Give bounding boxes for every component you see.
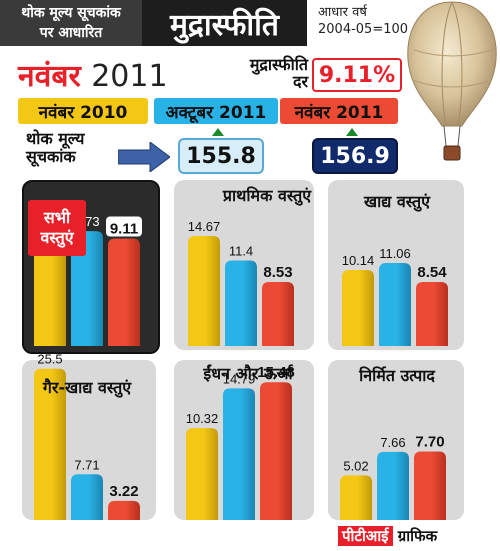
bar bbox=[416, 281, 448, 346]
base-year-value: 2004-05=100 bbox=[318, 22, 409, 37]
data-label: 7.66 bbox=[380, 435, 405, 450]
wpi-label-line2: सूचकांक bbox=[26, 147, 76, 166]
data-label: 8.54 bbox=[417, 264, 447, 281]
wpi-nov-2011-value: 156.9 bbox=[312, 138, 398, 174]
data-label: 7.71 bbox=[74, 457, 99, 472]
bar bbox=[340, 475, 372, 520]
bar bbox=[225, 260, 257, 346]
header-subtitle-line1: थोक मूल्य सूचकांक bbox=[21, 5, 121, 21]
data-label: 7.70 bbox=[415, 433, 444, 450]
data-label: 14.67 bbox=[188, 219, 221, 234]
data-label: 25.5 bbox=[37, 352, 62, 367]
bar bbox=[71, 231, 103, 346]
wpi-oct-2011-value: 155.8 bbox=[178, 138, 264, 174]
credit: पीटीआई ग्राफिक bbox=[338, 526, 437, 546]
chart-title: सभी वस्तुएं bbox=[28, 200, 86, 256]
chart-title: गैर-खाद्य वस्तुएं bbox=[42, 378, 132, 397]
base-year: आधार वर्ष 2004-05=100 bbox=[318, 4, 418, 38]
month-year: 2011 bbox=[91, 59, 168, 94]
period-tab-oct-2011: अक्टूबर 2011 bbox=[154, 98, 278, 124]
data-label: 10.32 bbox=[186, 411, 219, 426]
header-subtitle: थोक मूल्य सूचकांक पर आधारित bbox=[0, 0, 142, 46]
period-tab-nov-2011: नवंबर 2011 bbox=[280, 98, 398, 124]
bar bbox=[262, 282, 294, 346]
bar bbox=[260, 382, 292, 520]
month-title: नवंबर 2011 bbox=[18, 54, 168, 95]
triangle-up-icon bbox=[346, 128, 358, 136]
triangle-up-icon bbox=[212, 128, 224, 136]
data-label: 9.11 bbox=[110, 221, 138, 238]
chart-title: खाद्य वस्तुएं bbox=[364, 192, 430, 211]
data-label: 8.53 bbox=[263, 264, 292, 281]
arrow-right-icon bbox=[118, 142, 170, 172]
wpi-label-line1: थोक मूल्य bbox=[26, 129, 85, 148]
chart-title: ईंधन और ऊर्जा bbox=[203, 364, 293, 383]
chart-title: निर्मित उत्पाद bbox=[359, 366, 435, 385]
period-tab-nov-2010: नवंबर 2010 bbox=[18, 98, 148, 124]
bar bbox=[342, 269, 374, 346]
page-title: मुद्रास्फीति bbox=[142, 0, 307, 46]
wpi-label: थोक मूल्य सूचकांक bbox=[26, 130, 122, 166]
bar bbox=[377, 451, 409, 520]
inflation-rate-value: 9.11% bbox=[312, 58, 402, 92]
bar bbox=[108, 238, 140, 346]
bar bbox=[379, 263, 411, 346]
inflation-rate-label: मुद्रास्फीति दर bbox=[216, 56, 308, 90]
month-name: नवंबर bbox=[18, 59, 81, 94]
inflation-rate-label-line2: दर bbox=[292, 72, 308, 91]
data-label: 3.22 bbox=[109, 483, 138, 500]
header-subtitle-line2: पर आधारित bbox=[39, 25, 103, 41]
bar bbox=[108, 500, 140, 520]
bar bbox=[223, 388, 255, 520]
data-label: 10.14 bbox=[342, 253, 375, 268]
inflation-rate-label-line1: मुद्रास्फीति bbox=[249, 55, 308, 74]
chart-title: प्राथमिक वस्तुएं bbox=[222, 186, 312, 205]
base-year-label: आधार वर्ष bbox=[318, 5, 367, 20]
data-label-background bbox=[106, 216, 142, 237]
data-label: 5.02 bbox=[343, 458, 368, 473]
data-label: 11.4 bbox=[229, 244, 253, 259]
bar bbox=[414, 451, 446, 520]
data-label: 11.06 bbox=[379, 246, 411, 261]
bar bbox=[71, 474, 103, 520]
data-label: 15.48 bbox=[257, 364, 295, 381]
bar bbox=[34, 249, 66, 346]
hot-air-balloon-icon bbox=[407, 1, 497, 161]
bar bbox=[186, 428, 218, 520]
credit-rest: ग्राफिक bbox=[397, 527, 438, 545]
bar bbox=[34, 368, 66, 520]
credit-pti: पीटीआई bbox=[338, 526, 393, 546]
bar bbox=[188, 235, 220, 346]
data-label: 14.79 bbox=[223, 371, 256, 386]
